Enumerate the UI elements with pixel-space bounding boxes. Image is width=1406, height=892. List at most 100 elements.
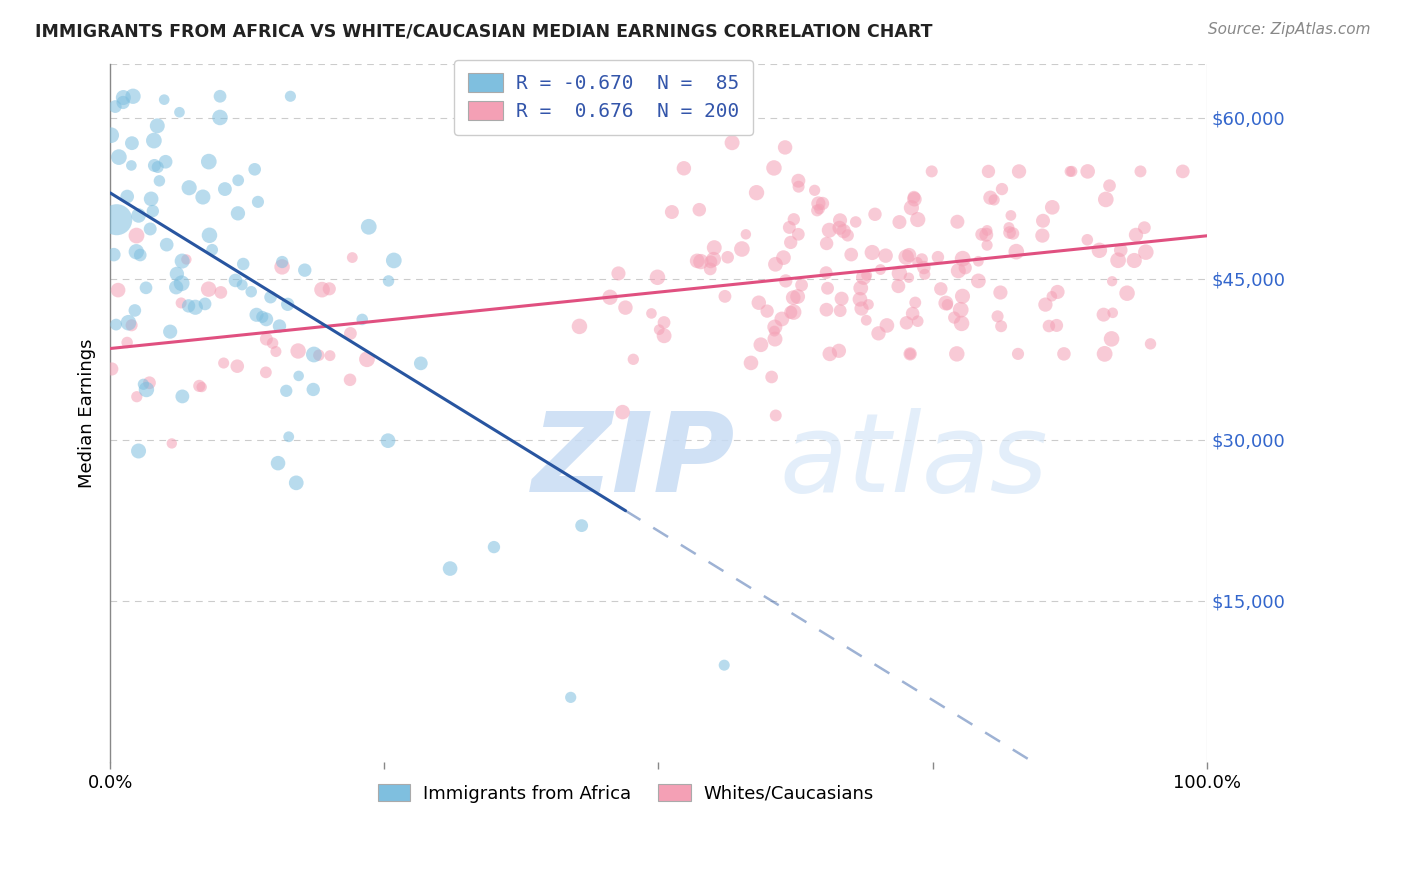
Point [232, 257, 254, 271]
Point [254, 332, 277, 346]
Point [839, 247, 862, 261]
Point [648, 323, 671, 337]
Point [748, 295, 770, 310]
Point [115, 189, 138, 203]
Point [979, 191, 1001, 205]
Point [1077, 164, 1099, 178]
Point [967, 254, 990, 268]
Point [285, 475, 308, 490]
Point [927, 250, 949, 264]
Point [700, 255, 723, 269]
Point [763, 324, 786, 338]
Point [287, 343, 309, 358]
Point [782, 291, 804, 305]
Point [869, 262, 891, 277]
Point [773, 140, 796, 154]
Point [482, 540, 505, 554]
Point [138, 376, 160, 390]
Point [172, 389, 194, 403]
Point [772, 251, 794, 265]
Point [226, 173, 249, 187]
Point [946, 215, 969, 229]
Point [105, 318, 128, 332]
Point [377, 274, 399, 288]
Point [231, 277, 253, 292]
Point [875, 249, 897, 263]
Point [198, 154, 221, 169]
Point [699, 261, 721, 276]
Point [1101, 332, 1123, 346]
Point [612, 405, 634, 419]
Point [129, 248, 152, 262]
Point [188, 379, 211, 393]
Point [647, 270, 669, 285]
Point [929, 282, 952, 296]
Point [271, 260, 294, 274]
Point [176, 252, 198, 267]
Point [903, 192, 925, 206]
Point [1045, 318, 1067, 333]
Point [169, 105, 191, 120]
Point [254, 365, 277, 379]
Point [889, 215, 911, 229]
Point [318, 282, 340, 296]
Point [226, 206, 249, 220]
Point [120, 158, 142, 172]
Point [898, 248, 921, 262]
Point [142, 134, 165, 148]
Point [198, 228, 221, 243]
Point [815, 236, 838, 251]
Point [194, 297, 217, 311]
Point [952, 252, 974, 266]
Point [943, 310, 966, 325]
Point [783, 212, 806, 227]
Point [898, 347, 921, 361]
Point [770, 312, 793, 326]
Point [112, 90, 135, 104]
Point [914, 268, 936, 282]
Point [148, 174, 170, 188]
Point [828, 343, 851, 358]
Point [898, 347, 921, 361]
Point [998, 220, 1021, 235]
Point [912, 260, 935, 275]
Point [983, 193, 1005, 207]
Point [970, 227, 993, 242]
Point [765, 409, 787, 423]
Point [209, 285, 232, 300]
Point [787, 227, 810, 242]
Point [143, 158, 166, 172]
Point [240, 285, 263, 299]
Point [319, 349, 342, 363]
Point [1116, 286, 1139, 301]
Point [1000, 209, 1022, 223]
Point [409, 356, 432, 370]
Point [112, 95, 135, 110]
Point [1094, 347, 1116, 361]
Point [308, 348, 330, 362]
Point [1008, 164, 1031, 178]
Point [170, 277, 193, 291]
Point [208, 89, 231, 103]
Point [294, 263, 316, 277]
Point [689, 254, 711, 268]
Point [124, 303, 146, 318]
Point [1040, 200, 1063, 214]
Point [252, 310, 274, 324]
Point [845, 215, 868, 229]
Point [132, 377, 155, 392]
Point [703, 252, 725, 267]
Point [734, 227, 756, 242]
Point [1005, 244, 1028, 259]
Point [763, 332, 786, 346]
Point [208, 111, 231, 125]
Point [166, 267, 188, 281]
Point [897, 270, 920, 285]
Point [703, 241, 725, 255]
Point [243, 162, 266, 177]
Point [201, 243, 224, 257]
Point [950, 317, 973, 331]
Point [731, 242, 754, 256]
Point [858, 297, 880, 311]
Point [1101, 274, 1123, 288]
